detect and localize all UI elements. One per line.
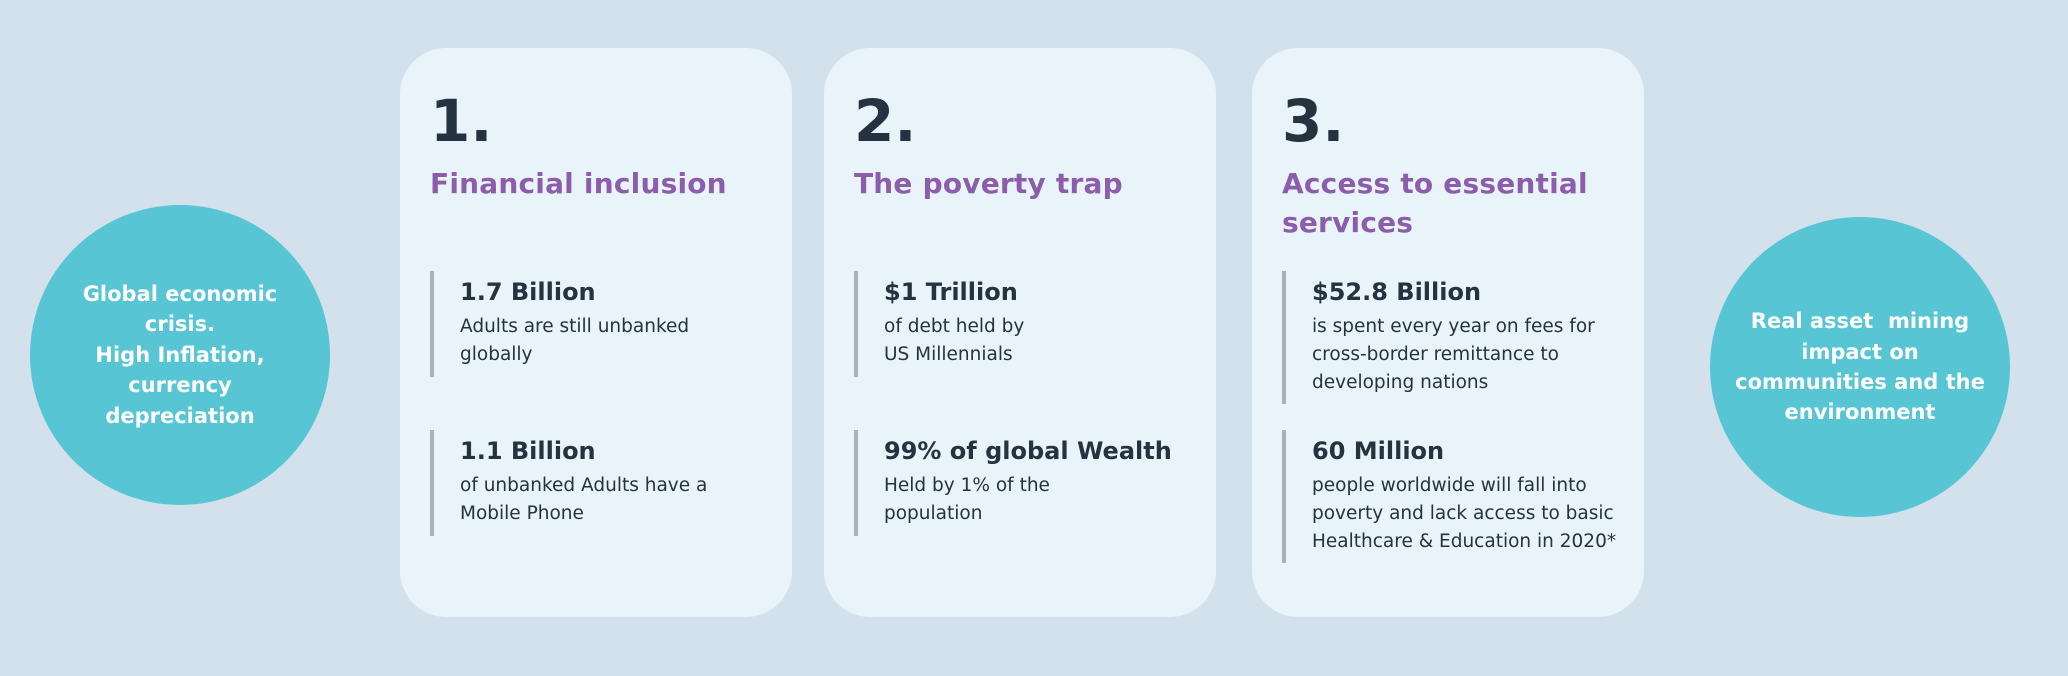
card-poverty-trap: 2. The poverty trap $1 Trillion of debt … xyxy=(824,48,1216,617)
stat-description: people worldwide will fall into poverty … xyxy=(1312,475,1617,552)
stat-unbanked-adults: 1.7 Billion Adults are still unbanked gl… xyxy=(430,271,766,377)
stat-wealth-concentration: 99% of global Wealth Held by 1% of the p… xyxy=(854,430,1190,536)
stat-value: 60 Million xyxy=(1312,437,1445,465)
card-number-3: 3. xyxy=(1282,87,1345,155)
card-title-financial-inclusion: Financial inclusion xyxy=(430,167,727,200)
stat-value: 99% of global Wealth xyxy=(884,437,1172,465)
stat-value: 1.1 Billion xyxy=(460,437,596,465)
mining-impact-bubble: Real asset mining impact on communities … xyxy=(1710,217,2010,517)
stat-poverty-fallout: 60 Million people worldwide will fall in… xyxy=(1282,430,1618,564)
stat-value: $52.8 Billion xyxy=(1312,278,1482,306)
stat-value: 1.7 Billion xyxy=(460,278,596,306)
global-crisis-bubble-text: Global economic crisis. High Inflation, … xyxy=(82,281,278,428)
stat-description: Held by 1% of the population xyxy=(884,475,1050,524)
mining-impact-bubble-text: Real asset mining impact on communities … xyxy=(1735,309,1985,425)
card-title-essential-services: Access to essential services xyxy=(1282,167,1588,240)
card-access-essential-services: 3. Access to essential services $52.8 Bi… xyxy=(1252,48,1644,617)
stat-description: of unbanked Adults have a Mobile Phone xyxy=(460,475,708,524)
card-number-2: 2. xyxy=(854,87,917,155)
card-number-1: 1. xyxy=(430,87,493,155)
card-financial-inclusion: 1. Financial inclusion 1.7 Billion Adult… xyxy=(400,48,792,617)
stat-description: is spent every year on fees for cross-bo… xyxy=(1312,316,1595,393)
stat-value: $1 Trillion xyxy=(884,278,1018,306)
stat-millennial-debt: $1 Trillion of debt held by US Millennia… xyxy=(854,271,1190,377)
stat-remittance-fees: $52.8 Billion is spent every year on fee… xyxy=(1282,271,1618,405)
card-title-poverty-trap: The poverty trap xyxy=(854,167,1123,200)
stat-description: Adults are still unbanked globally xyxy=(460,316,690,365)
stat-description: of debt held by US Millennials xyxy=(884,316,1025,365)
global-crisis-bubble: Global economic crisis. High Inflation, … xyxy=(30,205,330,505)
stat-mobile-phone: 1.1 Billion of unbanked Adults have a Mo… xyxy=(430,430,766,536)
